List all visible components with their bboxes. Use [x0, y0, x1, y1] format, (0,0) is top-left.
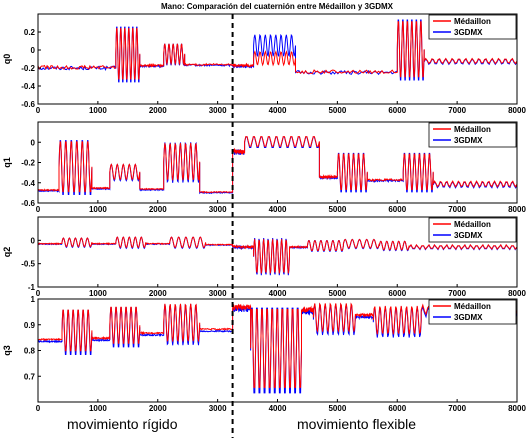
legend-box — [428, 299, 517, 325]
rigid-motion-label: movimiento rígido — [67, 416, 178, 432]
y-tick-label: -0.6 — [21, 199, 35, 208]
y-tick-label: -0.5 — [21, 260, 35, 269]
subplot-q1: 0 1000 2000 3000 4000 5000 6000 7000 8000 -0.6 -0.… — [2, 121, 526, 214]
x-tick-label: 6000 — [388, 289, 406, 298]
legend-label-medaillon: Médaillon — [454, 17, 491, 26]
y-axis-label: q2 — [2, 247, 12, 258]
x-tick-label: 0 — [36, 289, 41, 298]
subplot-q2: 0 1000 2000 3000 4000 5000 6000 7000 8000 -1 -0.5 0… — [2, 216, 526, 298]
legend-label-3gdmx: 3GDMX — [454, 136, 483, 145]
x-tick-label: 2000 — [149, 106, 167, 115]
x-tick-label: 3000 — [209, 205, 227, 214]
y-tick-label: 0.7 — [24, 372, 36, 381]
flexible-motion-label: movimiento flexible — [297, 416, 417, 432]
y-tick-label: -0.2 — [21, 159, 35, 168]
series-medaillon-line — [38, 21, 517, 80]
x-tick-label: 5000 — [328, 106, 346, 115]
x-tick-label: 2000 — [149, 404, 167, 413]
series-medaillon-line — [38, 302, 517, 388]
x-tick-label: 1000 — [89, 404, 107, 413]
x-tick-label: 1000 — [89, 106, 107, 115]
subplot-q3: 0 1000 2000 3000 4000 5000 6000 7000 8000 0.7 0.8 0… — [2, 295, 526, 413]
y-axis-label: q3 — [2, 345, 12, 356]
x-tick-label: 0 — [36, 404, 41, 413]
x-tick-label: 0 — [36, 106, 41, 115]
x-tick-label: 6000 — [388, 106, 406, 115]
legend-box — [428, 14, 517, 40]
legend-label-3gdmx: 3GDMX — [454, 313, 483, 322]
legend-box — [428, 217, 517, 243]
y-axis-label: q1 — [2, 157, 12, 168]
x-tick-label: 4000 — [269, 404, 287, 413]
x-tick-label: 5000 — [328, 404, 346, 413]
y-tick-label: -0.2 — [21, 64, 35, 73]
y-tick-label: 0.9 — [24, 321, 36, 330]
legend-label-medaillon: Médaillon — [454, 302, 491, 311]
y-tick-label: 0 — [31, 236, 36, 245]
x-tick-label: 0 — [36, 205, 41, 214]
legend-label-medaillon: Médaillon — [454, 220, 491, 229]
series-medaillon-line — [38, 136, 517, 194]
x-tick-label: 1000 — [89, 205, 107, 214]
legend-label-3gdmx: 3GDMX — [454, 231, 483, 240]
x-tick-label: 1000 — [89, 289, 107, 298]
x-tick-label: 7000 — [448, 106, 466, 115]
chart-title: Mano: Comparación del cuaternión entre M… — [161, 2, 394, 11]
y-tick-label: 0.8 — [24, 347, 36, 356]
subplot-q0: 0 1000 2000 3000 4000 5000 6000 7000 8000 -0.6 -0.… — [2, 13, 526, 115]
y-tick-label: -0.4 — [21, 82, 35, 91]
x-tick-label: 7000 — [448, 289, 466, 298]
series-medaillon-line — [38, 236, 517, 274]
y-tick-label: 0 — [31, 138, 36, 147]
x-tick-label: 5000 — [328, 205, 346, 214]
x-tick-label: 3000 — [209, 106, 227, 115]
x-tick-label: 2000 — [149, 289, 167, 298]
y-tick-label: 1 — [31, 295, 36, 304]
x-tick-label: 3000 — [209, 289, 227, 298]
y-tick-label: -1 — [28, 283, 36, 292]
x-tick-label: 7000 — [448, 404, 466, 413]
x-tick-label: 8000 — [508, 106, 526, 115]
legend-label-medaillon: Médaillon — [454, 125, 491, 134]
x-tick-label: 4000 — [269, 205, 287, 214]
x-tick-label: 6000 — [388, 404, 406, 413]
y-tick-label: 0.2 — [24, 28, 36, 37]
x-tick-label: 5000 — [328, 289, 346, 298]
x-tick-label: 3000 — [209, 404, 227, 413]
x-tick-label: 7000 — [448, 205, 466, 214]
x-tick-label: 8000 — [508, 289, 526, 298]
legend-label-3gdmx: 3GDMX — [454, 28, 483, 37]
x-tick-label: 6000 — [388, 205, 406, 214]
x-tick-label: 4000 — [269, 289, 287, 298]
legend-box — [428, 122, 517, 148]
y-tick-label: -0.4 — [21, 179, 35, 188]
y-tick-label: -0.6 — [21, 100, 35, 109]
y-axis-label: q0 — [2, 54, 12, 65]
x-tick-label: 8000 — [508, 404, 526, 413]
x-tick-label: 8000 — [508, 205, 526, 214]
y-tick-label: 0 — [31, 46, 36, 55]
subplot-panels: 0 1000 2000 3000 4000 5000 6000 7000 8000-0.6-0.… — [2, 13, 526, 413]
x-tick-label: 2000 — [149, 205, 167, 214]
x-tick-label: 4000 — [269, 106, 287, 115]
